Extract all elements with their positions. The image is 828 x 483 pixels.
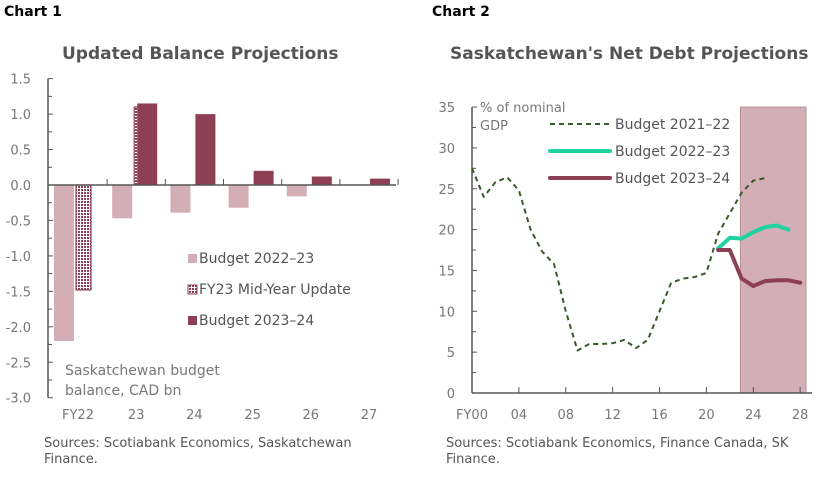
x-tick-label: FY00 bbox=[456, 408, 488, 420]
y-tick-label: 10 bbox=[438, 305, 455, 320]
bar-budget-2023-24 bbox=[311, 176, 332, 185]
y-tick-label: 1.0 bbox=[10, 108, 31, 123]
x-tick-label: FY22 bbox=[62, 408, 94, 420]
chart1-plot: 1.5 1.0 0.5 0.0 -0.5 -1.0 -1.5 -2.0 -2.5 -3.0 FY22… bbox=[6, 73, 399, 420]
x-tick-label: 16 bbox=[651, 408, 668, 420]
chart2-source: Sources: Scotiabank Economics, Finance C… bbox=[446, 436, 789, 467]
x-tick-label: 28 bbox=[792, 408, 809, 420]
x-tick-label: 25 bbox=[244, 408, 261, 420]
y-tick-label: -1.5 bbox=[6, 285, 31, 300]
x-tick-label: 04 bbox=[511, 408, 528, 420]
legend-swatch bbox=[188, 254, 197, 263]
x-tick-label: 27 bbox=[361, 408, 378, 420]
bar-budget-2022-23 bbox=[112, 185, 133, 219]
y-tick-label: 20 bbox=[438, 224, 455, 239]
y-tick-label: 30 bbox=[438, 142, 455, 157]
bar-budget-2022-23 bbox=[54, 185, 74, 341]
bar-budget-2022-23 bbox=[286, 185, 307, 197]
y-tick-label: 35 bbox=[438, 101, 455, 116]
bar-budget-2022-23 bbox=[170, 185, 191, 213]
bar-budget-2023-24 bbox=[195, 114, 216, 185]
bar-budget-2023-24 bbox=[370, 178, 390, 185]
x-tick-label: 20 bbox=[698, 408, 715, 420]
chart2-plot: 0 5 10 15 20 25 30 35 FY00 04 08 12 16 20 24 28 Budget 2… bbox=[438, 101, 812, 420]
y-tick-label: -0.5 bbox=[6, 214, 31, 229]
legend-label: Budget 2023–24 bbox=[615, 171, 730, 187]
y-axis-title-line2: balance, CAD bn bbox=[65, 383, 181, 399]
y-tick-label: 15 bbox=[438, 264, 455, 279]
chart1-label: Chart 1 bbox=[4, 4, 62, 20]
legend-label: Budget 2022–23 bbox=[199, 251, 314, 267]
y-tick-label: 1.5 bbox=[10, 73, 31, 88]
y-tick-label: 0.0 bbox=[10, 179, 31, 194]
y-tick-label: 0.5 bbox=[10, 144, 31, 159]
y-tick-label: -3.0 bbox=[6, 392, 31, 407]
y-tick-label: -1.0 bbox=[6, 250, 31, 265]
line-budget-2022-23 bbox=[716, 223, 791, 251]
legend-label: Budget 2021–22 bbox=[615, 117, 730, 133]
line-budget-2023-24 bbox=[716, 248, 803, 288]
y-tick-label: -2.5 bbox=[6, 356, 31, 371]
line-budget-2021-22 bbox=[471, 167, 766, 352]
legend-label: Budget 2022–23 bbox=[615, 144, 730, 160]
y-tick-label: 5 bbox=[447, 346, 455, 361]
x-tick-label: 26 bbox=[303, 408, 320, 420]
bar-budget-2023-24 bbox=[253, 170, 274, 185]
x-tick-label: 24 bbox=[186, 408, 203, 420]
x-tick-label: 12 bbox=[604, 408, 621, 420]
y-axis-title-line2: GDP bbox=[480, 119, 508, 134]
legend-label: FY23 Mid-Year Update bbox=[199, 282, 351, 298]
legend-label: Budget 2023–24 bbox=[199, 313, 314, 329]
x-tick-label: 08 bbox=[557, 408, 574, 420]
x-tick-label: 23 bbox=[128, 408, 145, 420]
x-tick-label: 24 bbox=[745, 408, 762, 420]
chart1-title: Updated Balance Projections bbox=[62, 44, 339, 64]
legend-swatch bbox=[188, 316, 197, 325]
y-tick-label: -2.0 bbox=[6, 321, 31, 336]
chart2-title: Saskatchewan's Net Debt Projections bbox=[450, 44, 809, 64]
forecast-shading bbox=[739, 106, 807, 394]
y-tick-label: 25 bbox=[438, 183, 455, 198]
chart2-label: Chart 2 bbox=[432, 4, 490, 20]
y-tick-label: 0 bbox=[447, 387, 455, 402]
y-axis-title-line1: Saskatchewan budget bbox=[65, 363, 220, 379]
bar-budget-2022-23 bbox=[228, 185, 249, 208]
bar-budget-2023-24 bbox=[137, 103, 158, 185]
chart1-source: Sources: Scotiabank Economics, Saskatche… bbox=[44, 436, 352, 467]
legend-swatch bbox=[187, 284, 198, 295]
y-axis-title-line1: % of nominal bbox=[480, 101, 565, 116]
